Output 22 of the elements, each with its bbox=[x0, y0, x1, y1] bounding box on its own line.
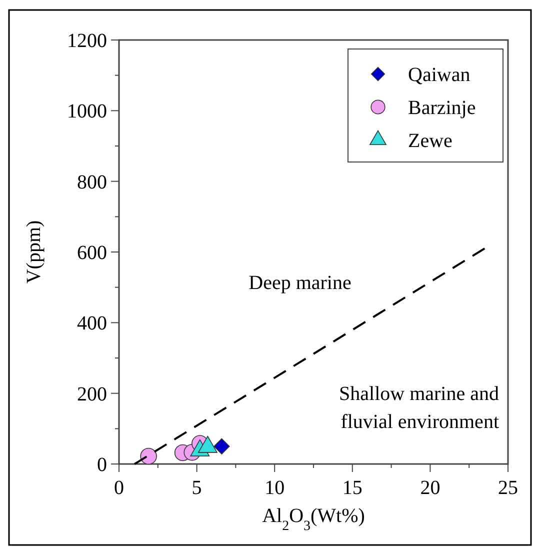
y-tick-label: 1000 bbox=[67, 100, 107, 123]
x-tick-label: 0 bbox=[114, 477, 124, 499]
y-tick-label: 0 bbox=[97, 454, 107, 476]
x-tick-label: 25 bbox=[498, 477, 518, 499]
y-tick-label: 800 bbox=[77, 171, 107, 194]
y-tick-label: 1200 bbox=[67, 30, 107, 52]
y-tick-label: 200 bbox=[77, 383, 107, 406]
x-tick-label: 5 bbox=[192, 477, 202, 499]
legend-label: Barzinje bbox=[408, 97, 476, 119]
legend-label: Qaiwan bbox=[408, 64, 470, 86]
annotation: Deep marine bbox=[248, 272, 352, 294]
legend-label: Zewe bbox=[408, 130, 453, 152]
x-tick-label: 15 bbox=[342, 477, 362, 499]
annotation: Shallow marine and fluvial environment bbox=[339, 383, 500, 433]
x-tick-label: 10 bbox=[264, 477, 285, 499]
x-axis-title: Al$_{2}$O$_{3}$(Wt%) bbox=[262, 505, 365, 534]
point bbox=[214, 438, 230, 454]
point bbox=[140, 448, 157, 465]
y-tick-label: 400 bbox=[77, 312, 107, 335]
y-axis-title: V(ppm) bbox=[23, 220, 45, 284]
x-tick-label: 20 bbox=[420, 477, 440, 499]
y-tick-label: 600 bbox=[77, 242, 107, 264]
